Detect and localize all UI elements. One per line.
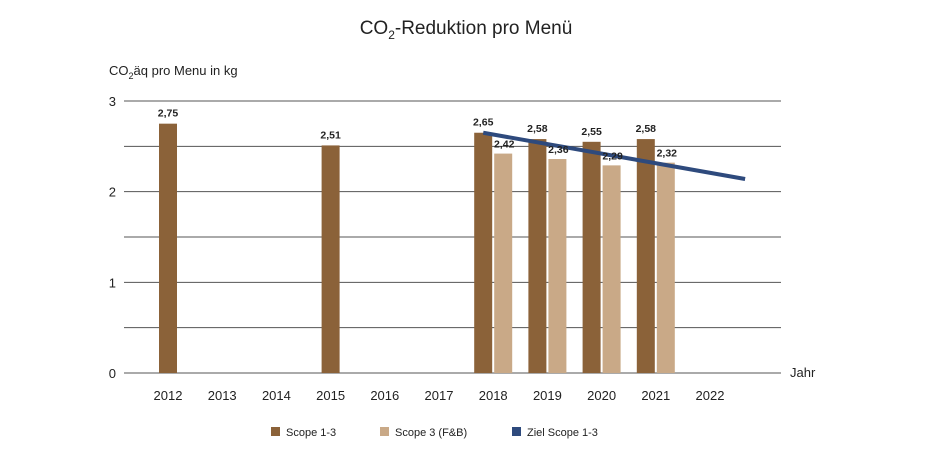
- bar-scope-1-3: [528, 139, 547, 373]
- y-tick-label: 2: [109, 185, 116, 200]
- gridlines: [124, 100, 781, 374]
- bar-scope-3-fb: [656, 162, 675, 373]
- x-tick-label: 2019: [533, 388, 562, 403]
- x-tick-label: 2014: [262, 388, 291, 403]
- value-label-scope-3-fb: 2,29: [602, 150, 623, 162]
- y-tick-label: 3: [109, 94, 116, 109]
- bar-scope-1-3: [159, 123, 177, 374]
- bar-scope-3-fb: [602, 165, 621, 373]
- legend-scope-1-3-swatch: [271, 427, 280, 436]
- y-tick-labels: 0 1 2 3: [109, 94, 116, 381]
- value-labels: 2,752,512,652,422,582,362,552,292,582,32: [158, 108, 677, 163]
- y-tick-label: 0: [109, 366, 116, 381]
- legend-ziel-scope-1-3-label: Ziel Scope 1-3: [527, 427, 598, 439]
- target-line-layer: [482, 130, 746, 181]
- chart-title-main: CO: [360, 18, 389, 39]
- bar-scope-1-3: [321, 145, 340, 373]
- value-label-scope-3-fb: 2,42: [494, 139, 515, 151]
- y-axis-label-rest: äq pro Menu in kg: [134, 63, 238, 78]
- legend-scope-3-fb-swatch: [380, 427, 389, 436]
- y-axis-label-main: CO: [109, 63, 129, 78]
- x-tick-label: 2015: [316, 388, 345, 403]
- chart-title-rest: -Reduktion pro Menü: [395, 18, 572, 39]
- x-tick-label: 2016: [370, 388, 399, 403]
- bar-scope-1-3: [474, 132, 493, 373]
- x-tick-label: 2018: [479, 388, 508, 403]
- legend-ziel-scope-1-3-swatch: [512, 427, 521, 436]
- x-tick-label: 2020: [587, 388, 616, 403]
- chart-title-subscript: 2: [388, 28, 395, 42]
- x-tick-label: 2013: [208, 388, 237, 403]
- y-axis-label-subscript: 2: [129, 71, 134, 81]
- value-label-scope-1-3: 2,65: [473, 117, 494, 129]
- bar-scope-1-3: [582, 141, 601, 373]
- bar-scope-3-fb: [548, 159, 567, 373]
- x-tick-label: 2022: [696, 388, 725, 403]
- chart-title: CO2-Reduktion pro Menü: [360, 18, 573, 42]
- x-tick-label: 2021: [641, 388, 670, 403]
- x-tick-labels: 2012 2013 2014 2015 2016 2017 2018 2019 2020 2021…: [154, 388, 725, 403]
- y-tick-label: 1: [109, 275, 116, 290]
- value-label-scope-1-3: 2,55: [581, 126, 602, 138]
- target-line-scope-1-3: [482, 130, 746, 181]
- bar-scope-3-fb: [494, 153, 513, 373]
- value-label-scope-1-3: 2,58: [527, 123, 548, 135]
- legend-scope-3-fb-label: Scope 3 (F&B): [395, 427, 467, 439]
- bars: [159, 123, 675, 374]
- value-label-scope-1-3: 2,51: [320, 129, 341, 141]
- value-label-scope-1-3: 2,75: [158, 108, 179, 120]
- x-axis-label: Jahr: [790, 365, 816, 380]
- y-axis-label: CO2äq pro Menu in kg: [109, 63, 238, 81]
- bar-scope-1-3: [636, 139, 655, 373]
- value-label-scope-1-3: 2,58: [636, 123, 657, 135]
- x-tick-label: 2017: [425, 388, 454, 403]
- legend: Scope 1-3 Scope 3 (F&B) Ziel Scope 1-3: [271, 427, 598, 439]
- value-label-scope-3-fb: 2,36: [548, 144, 569, 156]
- value-label-scope-3-fb: 2,32: [657, 148, 678, 160]
- x-tick-label: 2012: [154, 388, 183, 403]
- legend-scope-1-3-label: Scope 1-3: [286, 427, 336, 439]
